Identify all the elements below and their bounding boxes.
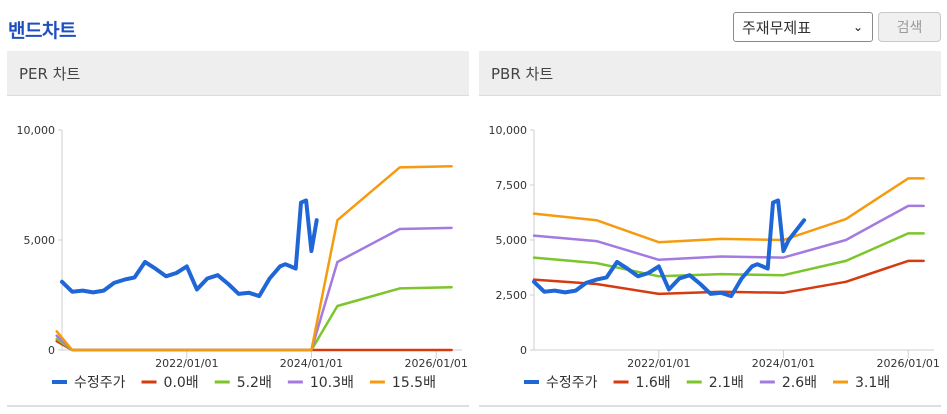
per-chart-header: PER 차트 (7, 51, 469, 96)
series-line-4 (55, 165, 453, 352)
pbr-chart-panel: PBR 차트 0 2,500 5,000 7,500 10,000 2022/01/01 2… (479, 51, 941, 407)
pbr-chart-header: PBR 차트 (479, 51, 941, 96)
y-tick-label: 10,000 (489, 124, 528, 137)
per-chart: 0 5,000 10,000 2022/01/01 2024/01/01 2026/01/… (17, 124, 468, 391)
legend-label: 2.1배 (709, 375, 744, 391)
y-tick-label: 10,000 (17, 124, 56, 137)
series-line-3 (55, 226, 453, 352)
per-chart-panel: PER 차트 0 5,000 10,000 2022/01/01 2024/01/01 2… (7, 51, 469, 407)
y-tick-label: 5,000 (24, 234, 56, 247)
series-line-4 (532, 177, 925, 244)
y-tick-label: 0 (520, 344, 527, 357)
series-line-0 (60, 198, 319, 299)
legend-label: 수정주가 (546, 375, 598, 391)
x-tick-label: 2024/01/01 (752, 357, 815, 370)
legend-label: 0.0배 (164, 375, 199, 391)
series-line-1 (55, 339, 453, 352)
series-line-1 (532, 259, 925, 296)
y-tick-label: 7,500 (496, 179, 528, 192)
x-tick-label: 2026/01/01 (405, 357, 468, 370)
y-tick-label: 5,000 (496, 234, 528, 247)
x-tick-label: 2024/01/01 (280, 357, 343, 370)
series-line-2 (55, 286, 453, 352)
search-button[interactable]: 검색 (878, 12, 941, 42)
legend-label: 3.1배 (855, 375, 890, 391)
series-line-2 (532, 232, 925, 278)
legend-label: 5.2배 (237, 375, 272, 391)
y-tick-label: 2,500 (496, 289, 528, 302)
x-tick-label: 2026/01/01 (877, 357, 940, 370)
page-title: 밴드차트 (8, 20, 76, 42)
chevron-down-icon: ⌄ (852, 20, 863, 34)
legend-label: 1.6배 (636, 375, 671, 391)
select-value: 주재무제표 (742, 18, 812, 37)
legend-label: 10.3배 (310, 375, 354, 391)
statement-type-select[interactable]: 주재무제표 ⌄ (733, 12, 873, 42)
legend-label: 2.6배 (782, 375, 817, 391)
series-line-3 (532, 204, 925, 262)
legend-label: 수정주가 (74, 375, 126, 391)
series-line-0 (532, 198, 807, 299)
x-tick-label: 2022/01/01 (627, 357, 690, 370)
x-tick-label: 2022/01/01 (155, 357, 218, 370)
y-tick-label: 0 (48, 344, 55, 357)
legend-label: 15.5배 (392, 375, 436, 391)
pbr-chart: 0 2,500 5,000 7,500 10,000 2022/01/01 2024/01/… (489, 124, 940, 391)
